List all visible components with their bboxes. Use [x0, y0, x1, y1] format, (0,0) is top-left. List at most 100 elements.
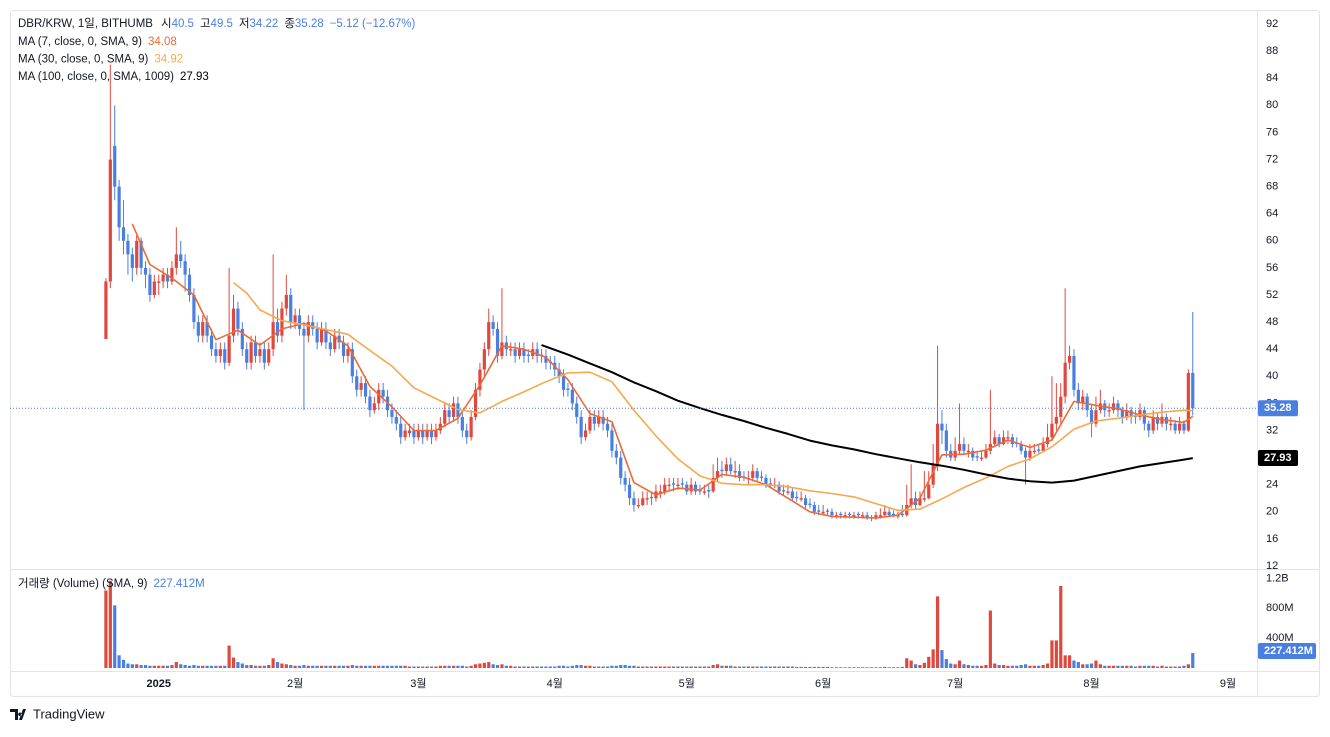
volume-bar [126, 663, 130, 668]
candle-body [997, 437, 1001, 445]
candle-body [333, 335, 337, 350]
volume-bar [1010, 665, 1014, 668]
ma-legend-name: MA (30, close, 0, SMA, 9) [18, 54, 149, 66]
volume-bar [693, 666, 698, 668]
volume-bar [363, 665, 368, 668]
volume-bar [663, 666, 667, 668]
volume-bar [1054, 640, 1058, 668]
volume-bar [891, 667, 896, 668]
candle-body [187, 274, 192, 295]
volume-bar [1129, 665, 1133, 668]
volume-bar [1169, 666, 1173, 668]
candle-body [460, 416, 464, 431]
candle-body [1147, 423, 1151, 431]
y-tick-label: 44 [1266, 343, 1278, 355]
volume-bar [324, 665, 328, 668]
volume-bar [698, 666, 702, 668]
y-tick-label: 20 [1266, 506, 1278, 518]
volume-tick-label: 800M [1266, 602, 1294, 614]
volume-bar [104, 590, 108, 668]
candle-body [927, 484, 931, 499]
volume-bar [676, 666, 680, 668]
volume-bar [143, 665, 148, 668]
volume-bar [293, 665, 297, 668]
volume-bar [333, 665, 337, 668]
y-tick-label: 24 [1266, 479, 1278, 491]
volume-bar [1032, 665, 1036, 668]
candle-body [1032, 450, 1036, 453]
volume-bar [971, 665, 975, 668]
volume-bar [451, 665, 456, 668]
volume-layer [104, 580, 1195, 668]
volume-bar [667, 666, 671, 668]
candle-body [434, 430, 438, 438]
volume-bar [429, 666, 434, 668]
volume-bar [381, 665, 385, 668]
volume-bar [909, 660, 913, 668]
volume-bar [421, 666, 425, 668]
candle-body [544, 355, 548, 363]
candle-body [645, 498, 649, 500]
volume-bar [742, 666, 746, 668]
volume-bar [328, 665, 332, 668]
volume-bar [997, 665, 1001, 668]
volume-bar [209, 665, 214, 668]
candle-body [918, 498, 922, 505]
volume-bar [1041, 665, 1045, 668]
volume-bar [795, 666, 799, 668]
volume-bar [1125, 665, 1129, 668]
volume-bar [346, 665, 350, 668]
y-tick-label: 12 [1266, 560, 1278, 572]
volume-bar [469, 665, 473, 668]
candle-body [1138, 410, 1142, 417]
x-tick-label: 4월 [547, 677, 563, 690]
volume-bar [297, 665, 302, 668]
candle-body [108, 159, 112, 282]
ma-line [131, 223, 1194, 519]
candle-body [557, 369, 561, 377]
ma-legend-value: 27.93 [180, 71, 209, 83]
volume-bar [878, 667, 882, 668]
candle-body [227, 335, 231, 363]
volume-bar [385, 665, 390, 668]
candle-body [319, 328, 324, 343]
candle-body [1028, 450, 1032, 458]
volume-bar [869, 667, 874, 668]
candle-body [1107, 410, 1111, 412]
candle-body [575, 403, 579, 417]
volume-bar [1138, 665, 1142, 668]
volume-bar [456, 665, 460, 668]
volume-bar [759, 666, 764, 668]
volume-bar [548, 666, 552, 668]
volume-bar [605, 666, 610, 668]
candle-body [812, 504, 816, 512]
candle-body [1129, 410, 1133, 417]
volume-bar [1107, 665, 1111, 668]
volume-bar [245, 665, 249, 668]
candle-body [878, 515, 882, 517]
volume-bar [830, 667, 834, 668]
ma-tag-label: 27.93 [1264, 452, 1292, 464]
candle-body [663, 484, 667, 492]
candle-body [834, 515, 838, 517]
volume-bar [465, 666, 469, 668]
candle-body [1050, 423, 1054, 438]
candle-body [443, 410, 447, 424]
volume-bar [781, 666, 786, 668]
candle-body [592, 416, 596, 424]
volume-bar [1081, 664, 1085, 668]
candle-body [1067, 355, 1072, 363]
volume-bar [355, 665, 359, 668]
candle-body [363, 383, 368, 397]
volume-bar [654, 666, 658, 668]
volume-bar [1155, 666, 1160, 668]
candle-body [715, 471, 720, 478]
y-tick-label: 16 [1266, 533, 1278, 545]
candle-body [473, 389, 478, 417]
candle-body [535, 349, 539, 356]
candle-body [588, 416, 592, 431]
candle-body [795, 496, 799, 499]
volume-bar [583, 665, 588, 668]
volume-bar [121, 659, 126, 668]
candle-body [407, 430, 412, 434]
